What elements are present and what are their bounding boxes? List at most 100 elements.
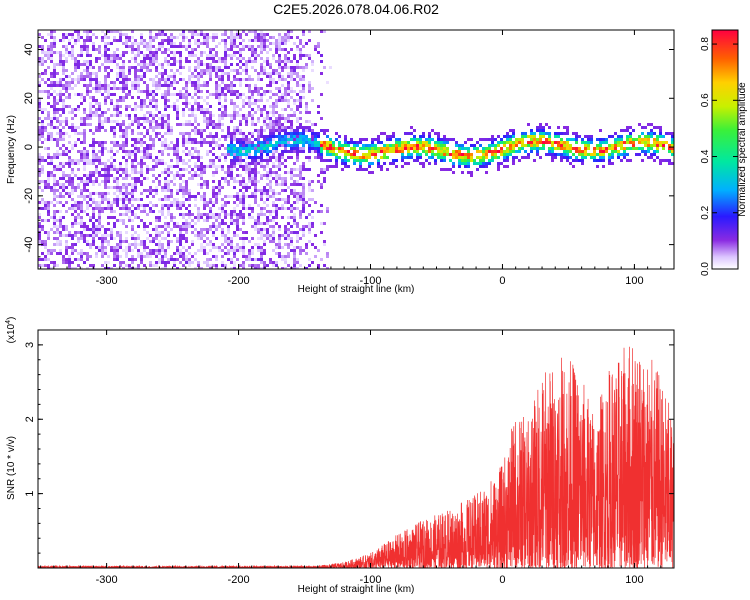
spectrogram-cell	[47, 174, 50, 177]
spectrogram-cell	[170, 42, 173, 45]
spectrogram-cell	[113, 114, 116, 117]
spectrogram-cell	[215, 126, 218, 129]
spectrogram-cell	[176, 237, 179, 240]
spectrogram-cell	[233, 249, 236, 252]
spectrogram-cell	[119, 87, 122, 90]
spectrogram-cell	[236, 243, 239, 246]
spectrogram-cell	[140, 63, 143, 66]
spectrogram-cell	[176, 207, 179, 210]
spectrogram-cell	[344, 150, 347, 153]
spectrogram-cell	[191, 30, 194, 33]
spectrogram-cell	[206, 57, 209, 60]
spectrogram-cell	[530, 144, 533, 147]
spectrogram-cell	[266, 192, 269, 195]
spectrogram-cell	[206, 81, 209, 84]
spectrogram-cell	[386, 135, 389, 138]
spectrogram-cell	[158, 234, 161, 237]
spectrogram-cell	[287, 255, 290, 258]
spectrogram-cell	[209, 75, 212, 78]
spectrogram-cell	[158, 150, 161, 153]
spectrogram-cell	[215, 96, 218, 99]
spectrogram-cell	[386, 156, 389, 159]
spectrogram-cell	[419, 141, 422, 144]
spectrogram-cell	[86, 117, 89, 120]
spectrogram-cell	[242, 45, 245, 48]
spectrogram-cell	[308, 264, 311, 267]
spectrogram-cell	[197, 264, 200, 267]
spectrogram-cell	[122, 42, 125, 45]
spectrogram-cell	[134, 108, 137, 111]
spectrogram-cell	[269, 138, 272, 141]
spectrogram-cell	[251, 39, 254, 42]
spectrogram-cell	[71, 267, 74, 269]
spectrogram-cell	[89, 66, 92, 69]
spectrogram-cell	[98, 195, 101, 198]
spectrogram-cell	[47, 117, 50, 120]
spectrogram-cell	[206, 183, 209, 186]
spectrogram-cell	[266, 183, 269, 186]
spectrogram-cell	[164, 138, 167, 141]
spectrogram-cell	[230, 33, 233, 36]
spectrogram-cell	[68, 135, 71, 138]
spectrogram-cell	[557, 132, 560, 135]
spectrogram-cell	[146, 66, 149, 69]
spectrogram-cell	[134, 102, 137, 105]
spectrogram-cell	[80, 222, 83, 225]
spectrogram-cell	[206, 186, 209, 189]
spectrogram-cell	[566, 159, 569, 162]
spectrogram-cell	[122, 150, 125, 153]
spectrogram-cell	[125, 105, 128, 108]
spectrogram-cell	[296, 45, 299, 48]
spectrogram-cell	[203, 207, 206, 210]
spectrogram-cell	[575, 159, 578, 162]
spectrogram-cell	[119, 243, 122, 246]
spectrogram-cell	[209, 141, 212, 144]
spectrogram-cell	[230, 42, 233, 45]
spectrogram-cell	[95, 180, 98, 183]
spectrogram-cell	[266, 216, 269, 219]
spectrogram-cell	[284, 135, 287, 138]
spectrogram-cell	[278, 141, 281, 144]
spectrogram-cell	[656, 150, 659, 153]
spectrogram-cell	[188, 198, 191, 201]
spectrogram-cell	[131, 225, 134, 228]
spectrogram-cell	[137, 252, 140, 255]
spectrogram-cell	[104, 66, 107, 69]
spectrogram-cell	[227, 183, 230, 186]
spectrogram-cell	[149, 189, 152, 192]
spectrogram-cell	[266, 84, 269, 87]
spectrogram-cell	[98, 45, 101, 48]
spectrogram-cell	[290, 210, 293, 213]
spectrogram-cell	[71, 87, 74, 90]
spectrogram-cell	[110, 165, 113, 168]
spectrogram-cell	[110, 42, 113, 45]
spectrogram-cell	[266, 138, 269, 141]
spectrogram-cell	[95, 81, 98, 84]
spectrogram-cell	[671, 150, 674, 153]
spectrogram-cell	[287, 126, 290, 129]
spectrogram-cell	[137, 87, 140, 90]
spectrogram-cell	[179, 204, 182, 207]
spectrogram-cell	[83, 135, 86, 138]
spectrogram-cell	[317, 174, 320, 177]
spectrogram-cell	[185, 237, 188, 240]
spectrogram-cell	[92, 231, 95, 234]
spectrogram-cell	[89, 81, 92, 84]
spectrogram-cell	[92, 147, 95, 150]
spectrogram-cell	[242, 30, 245, 33]
spectrogram-cell	[140, 132, 143, 135]
spectrogram-cell	[80, 123, 83, 126]
spectrogram-cell	[218, 57, 221, 60]
spectrogram-cell	[278, 132, 281, 135]
spectrogram-cell	[566, 144, 569, 147]
spectrogram-cell	[95, 168, 98, 171]
spectrogram-cell	[404, 132, 407, 135]
spectrogram-cell	[272, 102, 275, 105]
spectrogram-cell	[452, 150, 455, 153]
spectrogram-cell	[326, 129, 329, 132]
spectrogram-cell	[527, 141, 530, 144]
spectrogram-cell	[575, 132, 578, 135]
spectrogram-cell	[131, 132, 134, 135]
spectrogram-cell	[110, 201, 113, 204]
spectrogram-cell	[212, 114, 215, 117]
